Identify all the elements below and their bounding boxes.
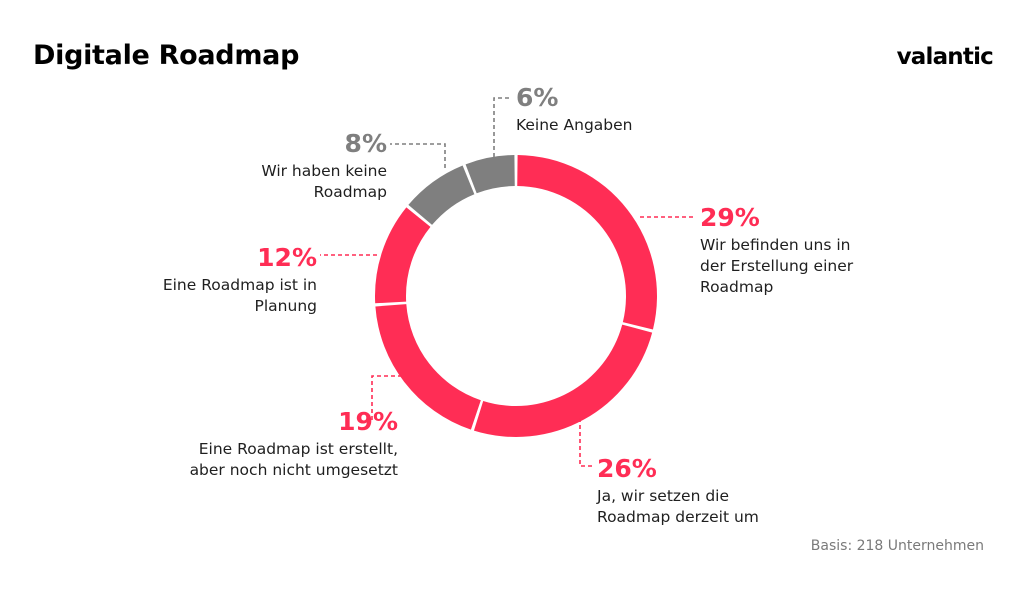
slice-label-description: aber noch nicht umgesetzt <box>190 461 398 479</box>
slice-label-description: Ja, wir setzen die <box>596 487 729 505</box>
slice-label-description: Roadmap derzeit um <box>597 508 759 526</box>
basis-note: Basis: 218 Unternehmen <box>810 538 984 554</box>
leader-lines <box>320 97 695 467</box>
slice-label-value: 12% <box>257 243 317 272</box>
slice-label-description: Keine Angaben <box>516 116 633 134</box>
slice-label-description: Wir befinden uns in <box>700 236 850 254</box>
slice-label-description: Roadmap <box>314 183 387 201</box>
slice-label-description: Planung <box>255 297 317 315</box>
slice-label-value: 19% <box>338 407 398 436</box>
slice-label-value: 8% <box>345 129 387 158</box>
valantic-logo: valantic <box>896 44 994 70</box>
slice-label-value: 6% <box>516 83 558 112</box>
donut-slices <box>375 155 657 437</box>
slice-label-value: 29% <box>700 203 760 232</box>
slice-6 <box>465 155 515 194</box>
slice-8 <box>408 165 475 225</box>
slice-labels: 29% Wir befinden uns in der Erstellung ein… <box>163 83 854 526</box>
slice-29 <box>517 155 657 330</box>
slice-label-description: Roadmap <box>700 278 773 296</box>
slice-label-description: Wir haben keine <box>261 162 387 180</box>
leader-line-6 <box>493 97 512 157</box>
slice-label-value: 26% <box>597 454 657 483</box>
leader-line-26 <box>579 418 594 467</box>
leader-line-8 <box>390 143 446 168</box>
slice-26 <box>473 324 653 437</box>
slice-label-description: Eine Roadmap ist in <box>163 276 317 294</box>
slice-label-description: Eine Roadmap ist erstellt, <box>199 440 398 458</box>
page-title: Digitale Roadmap <box>33 40 300 71</box>
slice-19 <box>375 304 481 430</box>
slice-label-description: der Erstellung einer <box>700 257 854 275</box>
leader-line-19 <box>371 375 402 420</box>
slice-12 <box>375 207 431 304</box>
